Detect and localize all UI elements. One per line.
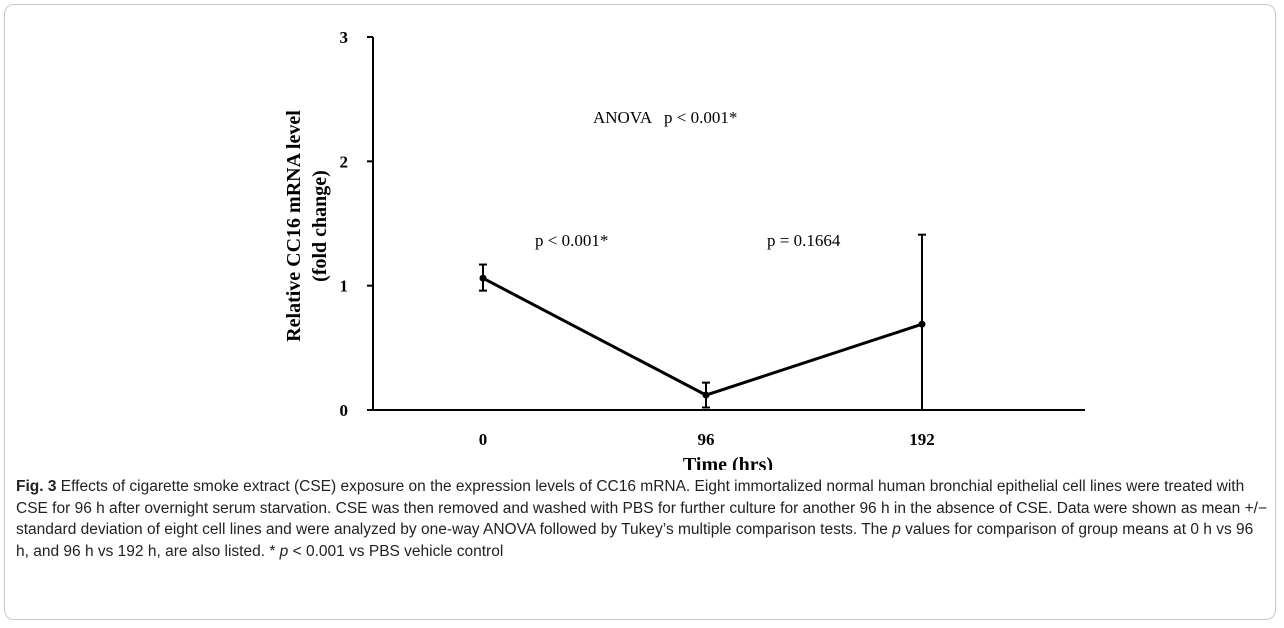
caption-p-italic-2: p	[279, 542, 289, 560]
axes	[372, 37, 1085, 411]
x-tick-label: 96	[698, 430, 715, 449]
series-line	[482, 276, 923, 397]
x-axis-label: Time (hrs)	[683, 454, 773, 470]
caption-text-3: < 0.001 vs PBS vehicle control	[288, 542, 504, 560]
y-axis-label-line1: Relative CC16 mRNA level	[283, 110, 305, 342]
y-tick-label: 3	[340, 28, 349, 47]
x-tick-label: 0	[479, 430, 488, 449]
x-tick-label: 192	[909, 430, 935, 449]
data-point	[918, 320, 926, 328]
y-tick-label: 1	[340, 277, 349, 296]
data-point	[702, 391, 710, 399]
data-point	[479, 274, 487, 282]
figure-frame	[4, 4, 1276, 620]
y-tick-label: 0	[340, 401, 349, 420]
series	[479, 274, 926, 399]
ticks: 0 1 2 3 0 96 192	[340, 28, 935, 449]
anova-annotation: ANOVA p < 0.001*	[593, 108, 737, 127]
p-value-0-96: p < 0.001*	[535, 231, 608, 250]
line-chart: 0 1 2 3 0 96 192 Relative CC16 mRNA level (fol…	[283, 28, 1085, 470]
figure-label: Fig. 3	[16, 478, 57, 495]
caption-text-1: Effects of cigarette smoke extract (CSE)…	[16, 478, 1267, 538]
caption-p-italic-1: p	[892, 521, 901, 538]
error-bars	[479, 233, 926, 410]
y-axis-label-line2: (fold change)	[309, 170, 331, 282]
y-tick-label: 2	[340, 152, 349, 171]
caption-text-2: values for comparison of group means at …	[16, 521, 1254, 560]
p-value-96-192: p = 0.1664	[767, 231, 841, 250]
figure-caption: Fig. 3 Effects of cigarette smoke extrac…	[16, 476, 1268, 562]
